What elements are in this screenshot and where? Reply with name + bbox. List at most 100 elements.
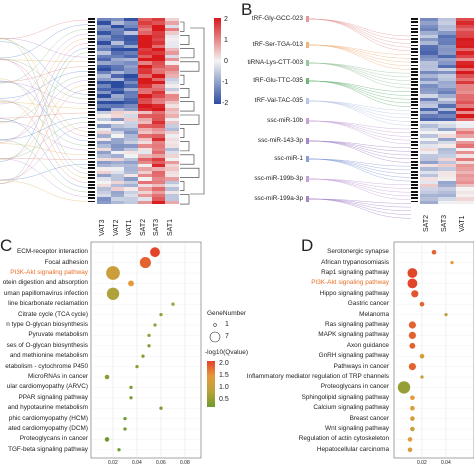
heatmap-cell [124,31,139,36]
heatmap-cell [438,150,457,155]
heatmap-cell [97,144,112,149]
heatmap-cell [110,87,125,92]
term-label: line bicarbonate reclamation [8,300,88,308]
heatmap-cell [124,51,139,56]
row-tick [88,180,95,183]
heatmap-cell [124,41,139,46]
heatmap-cell [110,27,125,32]
heatmap-cell [456,200,474,205]
row-marker [306,60,309,66]
heatmap-cell [420,167,439,172]
heatmap-cell [151,57,166,62]
legend-tick: -1 [222,79,229,86]
heatmap-cell [110,127,125,132]
heatmap-cell [420,130,439,135]
panel-b-label: B [241,0,253,19]
heatmap-cell [151,27,166,32]
col-label: VAT2 [113,219,120,236]
heatmap-cell [165,101,180,105]
dendrogram-branch [180,181,185,192]
heatmap-cell [420,160,439,165]
row-tick [88,190,95,193]
col-label: SAT1 [167,219,174,236]
heatmap-cell [151,18,166,22]
panel-a-dendrogram [180,21,205,205]
heatmap-cell [165,164,180,168]
heatmap-cell [420,54,439,59]
heatmap-cell [138,18,153,22]
heatmap-cell [165,91,180,95]
sankey-link [308,158,412,174]
heatmap-cell [97,31,112,36]
heatmap-cell [124,180,139,185]
heatmap-cell [151,87,166,92]
heatmap-cell [438,54,457,59]
heatmap-cell [97,200,112,205]
row-label: tiRNA-Lys-CTT-003 [247,59,303,66]
heatmap-cell [456,87,474,92]
heatmap-cell [138,67,153,72]
row-tick [88,124,95,127]
heatmap-cell [110,18,125,22]
heatmap-cell [456,111,474,115]
row-tick [411,144,418,147]
heatmap-cell [97,187,112,192]
row-label: tRF-Gly-GCC-023 [251,15,303,22]
term-bubble [106,287,120,300]
row-tick [411,47,418,50]
heatmap-cell [124,34,139,39]
heatmap-cell [420,97,439,102]
heatmap-cell [97,170,112,175]
heatmap-cell [456,67,474,72]
panel-a-row-ticks [88,18,96,204]
sankey-link [308,80,412,104]
heatmap-cell [138,34,153,39]
panel-b-row-ticks [411,18,419,204]
heatmap-cell [165,77,180,82]
heatmap-cell [165,154,180,158]
heatmap-cell [110,34,125,39]
term-label: phic cardiomyopathy (HCM) [8,414,88,422]
heatmap-cell [124,54,139,59]
sankey-link [308,18,412,52]
row-tick [411,74,418,77]
row-tick [411,97,418,100]
row-tick [411,67,418,70]
heatmap-cell [97,134,112,139]
sankey-link [0,158,89,197]
row-label: tRF-Val-TAC-035 [254,97,303,104]
row-tick [411,81,418,83]
heatmap-cell [438,34,457,39]
heatmap-cell [165,114,180,119]
heatmap-cell [165,27,180,32]
heatmap-cell [110,61,125,65]
panel-d-label: D [301,236,314,255]
term-label: and hypotaurine metabolism [7,404,88,412]
term-label: Serotonergic synapse [327,248,389,256]
row-marker [306,118,309,124]
heatmap-cell [420,124,439,129]
heatmap-cell [124,71,139,75]
heatmap-cell [420,180,439,185]
heatmap-cell [165,41,180,46]
heatmap-cell [438,37,457,42]
term-bubble [410,395,415,401]
term-label: Proteoglycans in cancer [19,435,88,443]
panel-b: B tRF-Gly-GCC-023 tRF-Ser-TGA-013 tiRNA-Ly… [237,0,474,235]
heatmap-cell [420,71,439,75]
row-tick [88,157,95,160]
sankey-link [308,198,412,212]
row-tick [411,37,418,40]
term-bubble [171,302,175,306]
heatmap-cell [420,67,439,72]
row-tick [88,167,95,170]
heatmap-cell [138,130,153,135]
row-tick [88,54,95,57]
row-tick [88,67,95,70]
heatmap-cell [110,111,125,115]
heatmap-cell [138,81,153,85]
sankey-link [0,37,89,58]
heatmap-cell [110,157,125,162]
heatmap-cell [420,64,439,69]
heatmap-cell [110,97,125,102]
